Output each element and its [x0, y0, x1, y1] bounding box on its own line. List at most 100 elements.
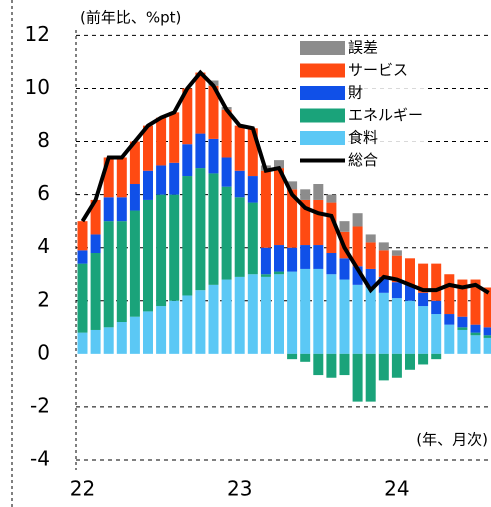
bar-segment	[103, 327, 114, 354]
bar-segment	[77, 332, 88, 354]
bar-segment	[77, 250, 88, 264]
bar-segment	[287, 271, 298, 354]
bar-segment	[313, 268, 324, 354]
bar-segment	[444, 324, 455, 354]
plot	[76, 34, 491, 461]
bar-segment	[116, 157, 127, 198]
bar-segment	[287, 353, 298, 360]
bar-segment	[156, 165, 167, 195]
bar-segment	[234, 276, 245, 354]
bar-segment	[274, 274, 284, 354]
bar-segment	[274, 245, 284, 272]
bar-segment	[365, 268, 376, 288]
legend-swatch	[300, 108, 345, 123]
bar-segment	[444, 274, 455, 315]
bar-segment	[103, 221, 114, 328]
bar-segment	[405, 284, 415, 301]
bar-segment	[431, 300, 442, 315]
bar-segment	[483, 327, 491, 336]
legend-label: サービス	[348, 61, 408, 79]
y-tick-label: 0	[37, 340, 50, 364]
legend-swatch	[300, 41, 345, 55]
bar-segment	[326, 353, 337, 378]
bar-segment	[169, 112, 180, 163]
bar-segment	[208, 138, 219, 174]
legend-swatch	[300, 86, 345, 100]
y-axis-label: (前年比、%pt)	[80, 9, 181, 27]
bar-segment	[90, 329, 101, 354]
bar-segment	[143, 199, 153, 312]
bar-segment	[143, 170, 153, 200]
y-tick-label: 6	[37, 181, 50, 205]
bar-segment	[260, 276, 271, 354]
bar-segment	[182, 176, 193, 296]
bar-segment	[313, 199, 324, 246]
legend-label: 誤差	[348, 39, 378, 57]
bar-segment	[116, 197, 127, 222]
bar-segment	[221, 186, 232, 280]
bar-segment	[208, 85, 219, 139]
bar-segment	[470, 279, 481, 325]
bar-segment	[470, 324, 481, 333]
legend-label: エネルギー	[348, 106, 423, 124]
annotation: (年、月次)	[416, 431, 488, 449]
bar-segment	[234, 125, 245, 171]
x-tick-label: 24	[384, 477, 409, 501]
bar-segment	[391, 353, 402, 378]
bar-segment	[247, 202, 258, 275]
x-tick-label: 22	[70, 477, 95, 501]
bar-segment	[457, 327, 468, 330]
bar-segment	[129, 141, 140, 185]
bar-segment	[129, 210, 140, 317]
bar-segment	[313, 353, 324, 376]
bar-segment	[431, 353, 442, 360]
bar-segment	[129, 316, 140, 354]
bar-segment	[274, 160, 284, 169]
bar-segment	[90, 234, 101, 254]
bar-segment	[169, 162, 180, 195]
bar-segment	[405, 300, 415, 354]
bar-segment	[378, 292, 389, 354]
bar-segment	[234, 197, 245, 277]
bar-segment	[77, 263, 88, 333]
bar-segment	[418, 292, 429, 307]
bar-segment	[405, 258, 415, 285]
bar-segment	[483, 287, 491, 328]
bar-segment	[156, 117, 167, 166]
bar-segment	[116, 322, 127, 354]
bar-segment	[90, 253, 101, 330]
bar-segment	[247, 274, 258, 354]
bar-segment	[339, 258, 350, 280]
bar-segment	[156, 306, 167, 354]
bar-segment	[208, 173, 219, 285]
bar-segment	[483, 335, 491, 338]
bar-segment	[352, 213, 363, 227]
bar-segment	[431, 263, 442, 301]
bar-segment	[483, 337, 491, 354]
bar-segment	[287, 181, 298, 190]
bar-segment	[156, 194, 167, 307]
bar-segment	[339, 353, 350, 376]
bar-segment	[260, 274, 271, 277]
legend-bg	[298, 38, 428, 172]
bar-segment	[365, 242, 376, 269]
bar-segment	[77, 221, 88, 251]
bar-segment	[300, 353, 311, 362]
bar-segment	[287, 189, 298, 248]
bar-segment	[169, 194, 180, 301]
bar-segment	[352, 284, 363, 354]
bar-segment	[195, 290, 206, 354]
legend-label: 財	[348, 84, 363, 102]
bar-segment	[457, 279, 468, 317]
bar-segment	[457, 316, 468, 328]
bar-segment	[326, 253, 337, 275]
y-tick-label: 8	[37, 128, 50, 152]
bar-segment	[313, 245, 324, 269]
bar-segment	[260, 170, 271, 248]
bar-segment	[169, 300, 180, 354]
y-tick-label: 4	[37, 234, 50, 258]
bar-segment	[339, 221, 350, 232]
bar-segment	[195, 168, 206, 291]
bar-segment	[391, 282, 402, 299]
